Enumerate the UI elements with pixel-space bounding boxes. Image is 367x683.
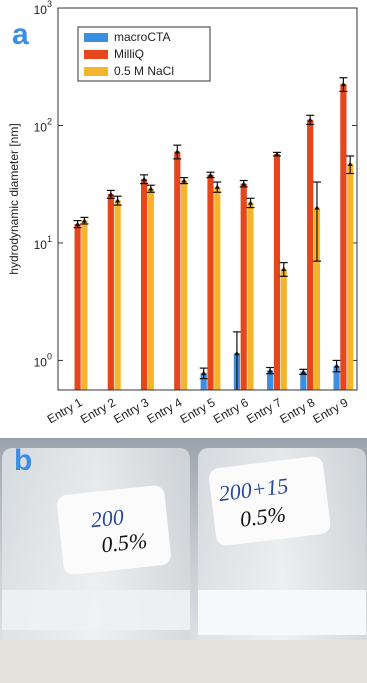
y-tick-label: 102 xyxy=(34,117,52,135)
marker xyxy=(201,370,207,376)
table-surface xyxy=(0,640,367,683)
vial-text: 200 xyxy=(90,504,125,532)
plot-frame xyxy=(57,7,358,391)
marker xyxy=(340,81,346,87)
legend-swatch xyxy=(84,67,108,76)
marker xyxy=(281,266,287,272)
marker xyxy=(241,181,247,186)
bar xyxy=(333,365,340,390)
marker xyxy=(141,176,147,182)
bar xyxy=(214,186,221,390)
liquid-left xyxy=(2,590,190,630)
bar xyxy=(280,269,287,390)
marker xyxy=(174,149,180,154)
y-tick-label: 101 xyxy=(34,234,52,252)
vial-label-right xyxy=(208,456,331,546)
bar xyxy=(313,207,321,390)
bar xyxy=(347,163,354,390)
marker xyxy=(248,200,254,205)
bar xyxy=(107,194,114,390)
marker xyxy=(234,350,240,356)
marker xyxy=(181,178,187,183)
bar xyxy=(140,179,148,390)
marker xyxy=(75,221,81,226)
panel-label: b xyxy=(14,444,32,477)
marker xyxy=(307,117,313,122)
bar xyxy=(340,84,347,390)
vial-text: 0.5% xyxy=(100,528,148,558)
panel-label: a xyxy=(12,18,29,51)
marker xyxy=(267,368,273,373)
marker xyxy=(347,161,353,166)
vial-label-left xyxy=(57,485,171,575)
marker xyxy=(81,218,87,223)
bar xyxy=(74,223,81,390)
marker xyxy=(334,363,340,368)
legend-swatch xyxy=(84,33,108,42)
vial-text: 0.5% xyxy=(239,501,288,531)
bar xyxy=(174,151,181,390)
bar xyxy=(273,154,281,390)
legend-label: macroCTA xyxy=(114,30,170,44)
photo: b 200 0.5% 200+15 0.5% xyxy=(0,438,367,683)
marker xyxy=(314,205,320,210)
marker xyxy=(214,184,220,189)
y-tick-label: 100 xyxy=(34,352,52,370)
bar xyxy=(81,220,88,390)
bar xyxy=(114,200,121,390)
y-tick-label: 103 xyxy=(34,0,52,17)
bar xyxy=(207,174,214,390)
bar xyxy=(147,188,154,390)
legend-label: MilliQ xyxy=(114,47,144,61)
bar xyxy=(300,371,307,390)
liquid-right xyxy=(198,590,366,635)
bar xyxy=(247,202,254,390)
bar xyxy=(180,180,188,390)
y-axis-label: hydrodynamic diameter [nm] xyxy=(7,123,21,274)
marker xyxy=(108,191,114,197)
bar xyxy=(307,119,314,391)
marker xyxy=(208,172,213,177)
bar xyxy=(240,183,247,390)
bar xyxy=(267,370,274,390)
marker xyxy=(274,151,280,157)
marker xyxy=(300,369,306,374)
bar xyxy=(200,373,207,390)
marker xyxy=(115,197,121,203)
legend-swatch xyxy=(84,50,108,59)
marker xyxy=(148,186,154,191)
legend-label: 0.5 M NaCl xyxy=(114,64,174,78)
